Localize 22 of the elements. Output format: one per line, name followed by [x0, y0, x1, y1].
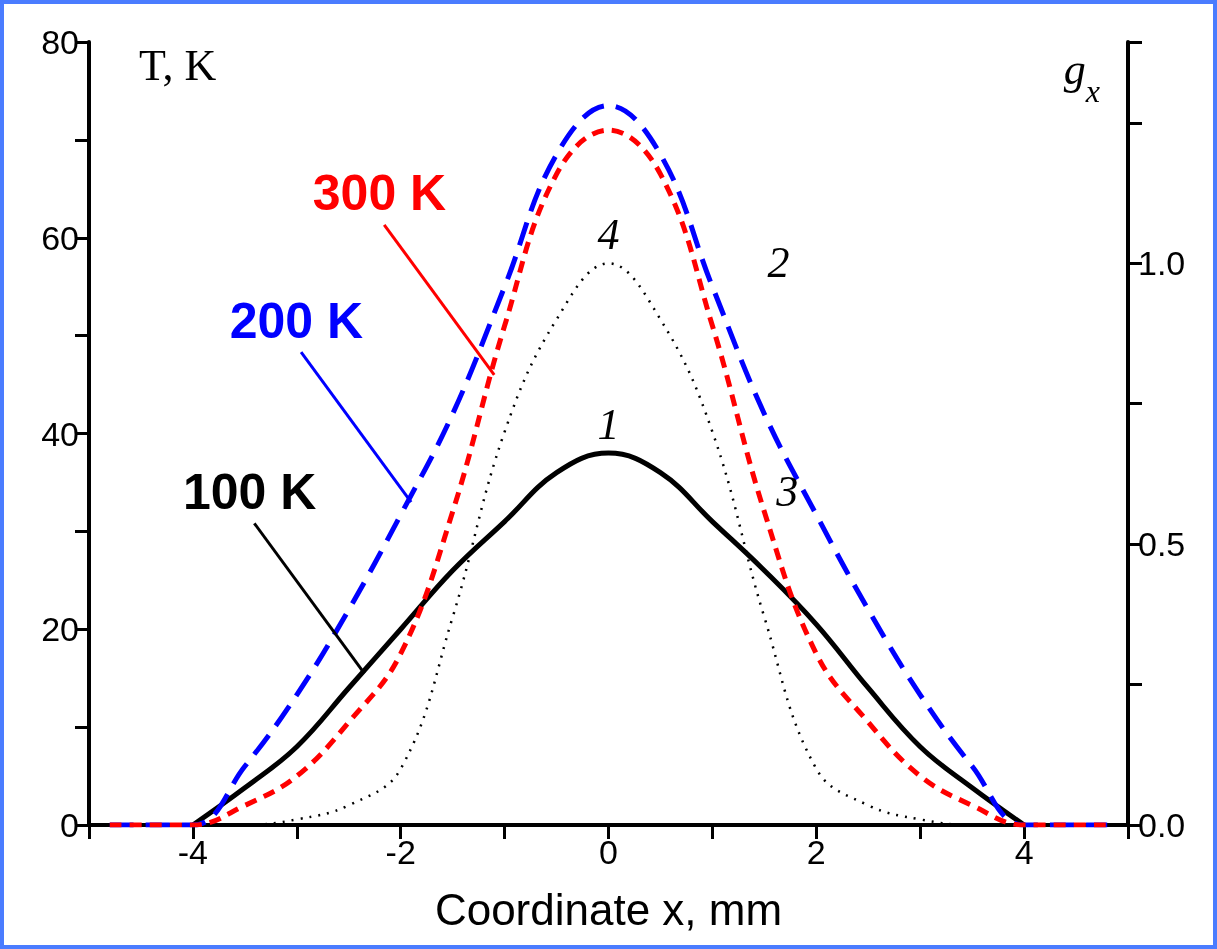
series-label: 2: [767, 237, 790, 287]
y2-tick-label: 1.0: [1138, 244, 1186, 283]
y2-tick-label: 0.5: [1138, 525, 1186, 564]
y-tick-label: 20: [41, 610, 79, 649]
y-tick-label: 60: [41, 218, 79, 257]
annotation: 100 K: [182, 463, 317, 520]
x-axis-title: Coordinate x, mm: [434, 884, 783, 934]
x-tick-label: -2: [385, 833, 416, 871]
y-tick-label: 80: [41, 23, 79, 61]
y-axis-title: T, K: [139, 40, 217, 90]
x-tick-label: 4: [1014, 833, 1034, 871]
y2-tick-label: 0.0: [1138, 806, 1186, 844]
series-label: 4: [597, 210, 620, 260]
x-tick-label: -4: [177, 833, 209, 871]
series-label: 3: [775, 466, 799, 516]
y2-axis-title: g$_{x}$: [1063, 45, 1100, 109]
y-tick-label: 40: [41, 414, 79, 453]
annotation: 300 K: [312, 165, 447, 222]
annotation: 200 K: [229, 292, 364, 349]
series-label: 1: [597, 400, 620, 450]
x-tick-label: 2: [806, 833, 826, 871]
x-tick-label: 0: [599, 833, 618, 871]
